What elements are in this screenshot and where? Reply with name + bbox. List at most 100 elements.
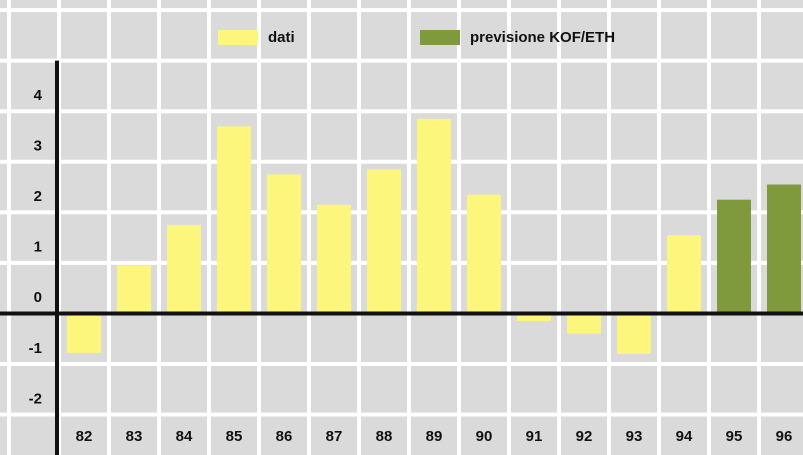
tile (11, 264, 57, 312)
tile (61, 214, 107, 261)
tile (61, 113, 107, 160)
tile (311, 12, 357, 59)
tile (0, 416, 7, 455)
tile (111, 0, 157, 9)
tile (61, 416, 107, 455)
tile (261, 315, 307, 362)
bar (567, 313, 601, 334)
tile (461, 416, 507, 455)
y-tick-label: 1 (34, 239, 42, 256)
tile (611, 366, 657, 413)
bar (217, 126, 251, 314)
tile (761, 416, 803, 455)
tile (161, 315, 207, 362)
tile (111, 315, 157, 362)
tile (711, 0, 757, 9)
tile (561, 12, 607, 59)
y-tick-label: 4 (34, 87, 43, 104)
x-tick-label: 95 (726, 428, 743, 445)
x-tick-label: 94 (676, 428, 693, 445)
tile (111, 366, 157, 413)
tile (61, 366, 107, 413)
tile (211, 366, 257, 413)
tile (11, 113, 57, 160)
tile (361, 315, 407, 362)
bar (67, 313, 101, 353)
tile (361, 12, 407, 59)
tile (661, 12, 707, 59)
tile (361, 62, 407, 110)
tile (161, 366, 207, 413)
tile (711, 366, 757, 413)
legend-label: dati (268, 29, 295, 46)
tile (311, 416, 357, 455)
tile (411, 416, 457, 455)
tile (0, 0, 7, 9)
tile (511, 12, 557, 59)
tile (111, 12, 157, 59)
tile (311, 62, 357, 110)
bar (667, 235, 701, 314)
tile (311, 366, 357, 413)
x-tick-label: 82 (76, 428, 93, 445)
tile (11, 315, 57, 362)
tile (0, 113, 7, 160)
tile (0, 163, 7, 211)
tile (411, 0, 457, 9)
x-tick-label: 90 (476, 428, 493, 445)
tile (461, 12, 507, 59)
tile (761, 12, 803, 59)
tile (761, 315, 803, 362)
tile (561, 62, 607, 110)
tile (161, 113, 207, 160)
tile (611, 264, 657, 312)
tile (161, 0, 207, 9)
tile (711, 315, 757, 362)
tile (511, 163, 557, 211)
tile (711, 12, 757, 59)
bar (617, 313, 651, 354)
tile (161, 163, 207, 211)
legend-label: previsione KOF/ETH (470, 29, 615, 46)
tile (161, 12, 207, 59)
x-tick-label: 86 (276, 428, 293, 445)
tile (561, 214, 607, 261)
tile (661, 62, 707, 110)
tile (761, 0, 803, 9)
tile (361, 113, 407, 160)
tile (111, 416, 157, 455)
tile (361, 0, 407, 9)
tile (11, 62, 57, 110)
tile (0, 12, 7, 59)
x-tick-label: 85 (226, 428, 243, 445)
x-tick-label: 84 (176, 428, 193, 445)
tile (261, 416, 307, 455)
tile (561, 113, 607, 160)
bar (367, 169, 401, 314)
tile (511, 113, 557, 160)
tile (411, 366, 457, 413)
y-tick-label: 0 (34, 289, 42, 306)
tile (111, 113, 157, 160)
tile (711, 62, 757, 110)
x-tick-label: 89 (426, 428, 443, 445)
tile (311, 315, 357, 362)
tile (411, 62, 457, 110)
legend-swatch (218, 30, 258, 45)
tile (611, 214, 657, 261)
x-tick-label: 92 (576, 428, 593, 445)
tile (711, 113, 757, 160)
bar (517, 313, 551, 322)
legend-swatch (420, 30, 460, 45)
tile (761, 62, 803, 110)
tile (411, 315, 457, 362)
tile (711, 416, 757, 455)
tile (611, 113, 657, 160)
tile (661, 416, 707, 455)
tile (461, 113, 507, 160)
tile (61, 12, 107, 59)
tile (561, 0, 607, 9)
tile (0, 214, 7, 261)
tile (61, 62, 107, 110)
